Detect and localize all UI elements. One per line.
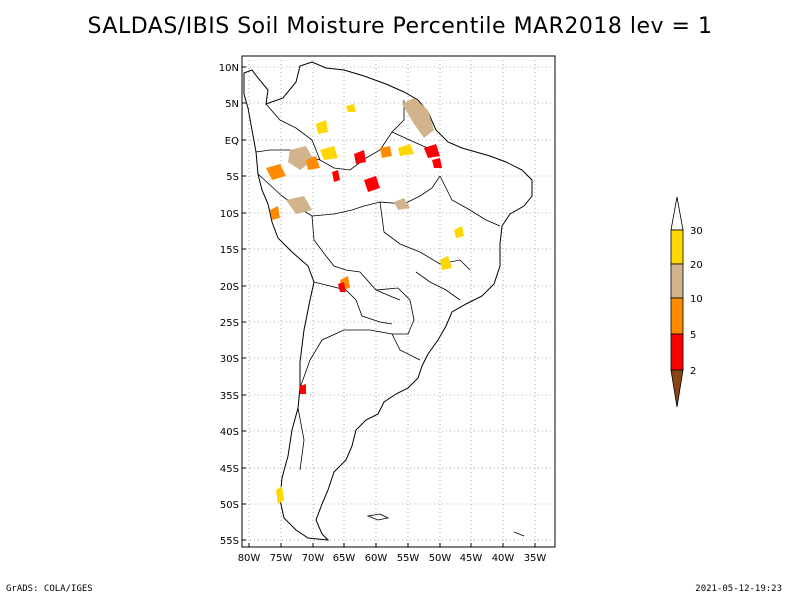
lat-tick-label: 45S	[220, 464, 239, 475]
patch-20-30	[276, 486, 284, 504]
lat-tick-label: 35S	[220, 391, 239, 402]
axis-tick-marks	[242, 66, 536, 547]
lat-tick-labels: 10N 5N EQ 5S 10S 15S 20S 25S 30S 35S 40S…	[219, 63, 239, 547]
lat-tick-label: 50S	[220, 500, 239, 511]
lat-tick-label: 10S	[220, 209, 239, 220]
patch-20-30	[398, 144, 414, 156]
patch-20-30	[440, 256, 452, 270]
grid-lines	[242, 56, 555, 547]
colorbar-20-30	[670, 229, 684, 265]
patch-20-30	[320, 146, 338, 160]
map-frame	[241, 55, 556, 548]
patch-5-10	[266, 164, 286, 180]
patch-20-30	[346, 104, 356, 112]
patch-10-20	[394, 198, 410, 210]
colorbar-5-10	[670, 297, 684, 335]
lon-tick-label: 70W	[302, 553, 325, 564]
continent-outline	[243, 61, 533, 541]
patch-5-10	[306, 156, 320, 170]
lon-tick-labels: 80W 75W 70W 65W 60W 55W 50W 45W 40W 35W	[238, 553, 547, 564]
patch-2-5	[432, 158, 442, 168]
lat-tick-label: 20S	[220, 282, 239, 293]
lat-tick-label: 40S	[220, 427, 239, 438]
colorbar-label: 10	[690, 294, 703, 305]
colorbar: 30 20 10 5 2	[670, 196, 703, 408]
patch-2-5	[338, 282, 346, 292]
lon-tick-label: 35W	[524, 553, 547, 564]
lat-tick-label: 25S	[220, 318, 239, 329]
country-borders	[255, 100, 501, 471]
lon-tick-label: 50W	[429, 553, 452, 564]
lat-tick-label: 10N	[219, 63, 239, 74]
lon-tick-label: 65W	[333, 553, 356, 564]
patch-5-10	[270, 206, 280, 220]
colorbar-label: 30	[690, 226, 703, 237]
lon-tick-label: 40W	[492, 553, 515, 564]
patch-20-30	[454, 226, 464, 238]
islands	[366, 513, 525, 537]
lat-tick-label: 5S	[226, 172, 239, 183]
colorbar-label: 20	[690, 260, 703, 271]
lat-tick-label: EQ	[225, 136, 239, 147]
lat-tick-label: 30S	[220, 354, 239, 365]
lon-tick-label: 80W	[238, 553, 261, 564]
patch-2-5	[424, 144, 440, 158]
lon-tick-label: 75W	[270, 553, 293, 564]
patch-20-30	[316, 120, 328, 134]
patch-10-20	[286, 196, 312, 214]
patch-10-20	[402, 98, 434, 138]
patch-2-5	[364, 176, 380, 192]
lat-tick-label: 15S	[220, 245, 239, 256]
colorbar-10-20	[670, 263, 684, 299]
lon-tick-label: 55W	[397, 553, 420, 564]
patch-2-5	[354, 150, 366, 164]
footer-timestamp: 2021-05-12-19:23	[695, 584, 782, 594]
colorbar-bottom-arrow	[670, 369, 684, 408]
patch-5-10	[380, 146, 392, 158]
patch-2-5	[332, 170, 340, 182]
map-title: SALDAS/IBIS Soil Moisture Percentile MAR…	[87, 14, 713, 39]
percentile-patches	[266, 98, 464, 504]
footer-credit: GrADS: COLA/IGES	[6, 584, 93, 594]
colorbar-2-5	[670, 333, 684, 371]
lon-tick-label: 45W	[460, 553, 483, 564]
colorbar-top-arrow	[670, 196, 684, 231]
lat-tick-label: 55S	[220, 536, 239, 547]
lat-tick-label: 5N	[225, 99, 239, 110]
lon-tick-label: 60W	[365, 553, 388, 564]
colorbar-label: 5	[690, 330, 696, 341]
patch-2-5	[300, 384, 306, 394]
colorbar-label: 2	[690, 366, 696, 377]
